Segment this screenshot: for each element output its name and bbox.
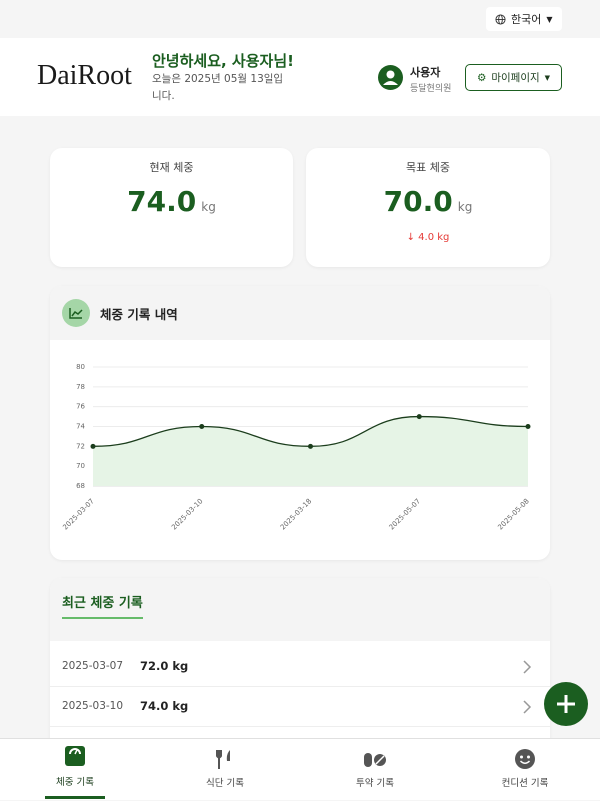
y-tick-label: 78 [76,383,85,391]
nav-item[interactable]: 투약 기록 [325,739,425,789]
x-tick-label: 2025-05-08 [496,497,530,531]
area [93,416,528,486]
point [308,443,313,449]
chart-card: 체중 기록 내역 68 70 72 74 76 78 80 2025-03-07 2025-03… [50,286,550,560]
globe-icon [495,13,506,25]
nav-item[interactable]: 컨디션 기록 [475,739,575,789]
x-tick-label: 2025-03-07 [61,497,95,531]
top-bar: 한국어 ▼ [0,0,600,38]
smile-icon [515,749,535,769]
x-tick-label: 2025-05-07 [388,497,422,531]
language: 한국어 [511,13,542,26]
user-name: 사용자 [410,66,441,79]
card-value: 70.0 [383,185,453,218]
card-unit: kg [201,200,216,214]
header: DaiRoot 안녕하세요, 사용자님! 오늘은 2025년 05월 13일입니… [0,38,600,116]
y-tick-label: 76 [76,403,85,411]
user-icon [378,65,403,90]
x-tick-label: 2025-03-10 [170,497,204,531]
chevron [523,660,532,674]
record-weight: 74.0 kg [140,699,189,713]
card-label: 목표 체중 [406,161,450,174]
point [416,414,422,420]
nav-label: 컨디션 기록 [501,778,549,789]
y-tick-label: 70 [76,462,85,470]
x-tick-label: 2025-03-18 [279,497,313,531]
chevron [523,700,532,714]
card-unit: kg [457,200,473,214]
greeting: 안녕하세요, 사용자님! [152,52,294,70]
nav-item[interactable]: 체중 기록 [25,739,125,801]
record-date: 2025-03-07 [62,660,124,672]
y-tick-label: 74 [76,423,85,431]
nav-label: 투약 기록 [356,778,394,789]
nav-label: 체중 기록 [56,777,94,788]
record-row[interactable]: 2025-03-10 74.0 kg [50,687,550,727]
nav-item[interactable]: 식단 기록 [175,739,275,789]
records-header: 최근 체중 기록 [50,578,550,641]
chart-title: 체중 기록 내역 [100,307,178,322]
record-weight: 72.0 kg [140,659,189,673]
logo[interactable]: DaiRoot [37,60,132,91]
bottom-nav: 체중 기록 식단 기록 투약 기록 컨디션 기록 [0,738,600,800]
chart-header: 체중 기록 내역 [50,286,550,340]
chart: 68 70 72 74 76 78 80 2025-03-07 2025-03-10 2025-0… [61,363,531,532]
target-weight-card: 목표 체중 70.0 kg ↓ 4.0 kg [306,148,550,267]
date-text: 오늘은 2025년 05월 13일입니다. [152,73,284,102]
record-row[interactable]: 2025-03-07 72.0 kg [50,647,550,687]
add-button[interactable] [544,682,588,726]
y-tick-label: 68 [76,482,85,490]
clinic-name: 등달현의원 [410,84,452,94]
point [525,424,531,429]
utensils-icon [216,750,230,769]
record-date: 2025-03-10 [62,700,124,712]
current-weight-card: 현재 체중 74.0 kg [50,148,293,267]
pills-icon [364,753,386,767]
y-tick-label: 80 [76,363,85,371]
difference-value: 4.0 kg [418,232,450,243]
records-title: 최근 체중 기록 [62,592,143,619]
y-tick-label: 72 [76,442,85,450]
card-value: 74.0 [127,185,197,218]
mypage-button[interactable]: ⚙ 마이페이지 ▼ [465,64,562,91]
nav-label: 식단 기록 [206,778,244,789]
card-label: 현재 체중 [149,161,194,174]
point [90,443,96,449]
weight-difference: ↓ 4.0 kg [406,232,450,243]
point [199,424,205,429]
scale-icon [65,746,85,766]
active-indicator [45,796,105,799]
language-button[interactable]: 한국어 ▼ [486,7,562,31]
mypage-label: 마이페이지 [491,72,540,84]
recent-records-card: 최근 체중 기록 2025-03-07 72.0 kg 2025-03-10 7… [50,578,550,748]
chart-icon [62,299,90,327]
